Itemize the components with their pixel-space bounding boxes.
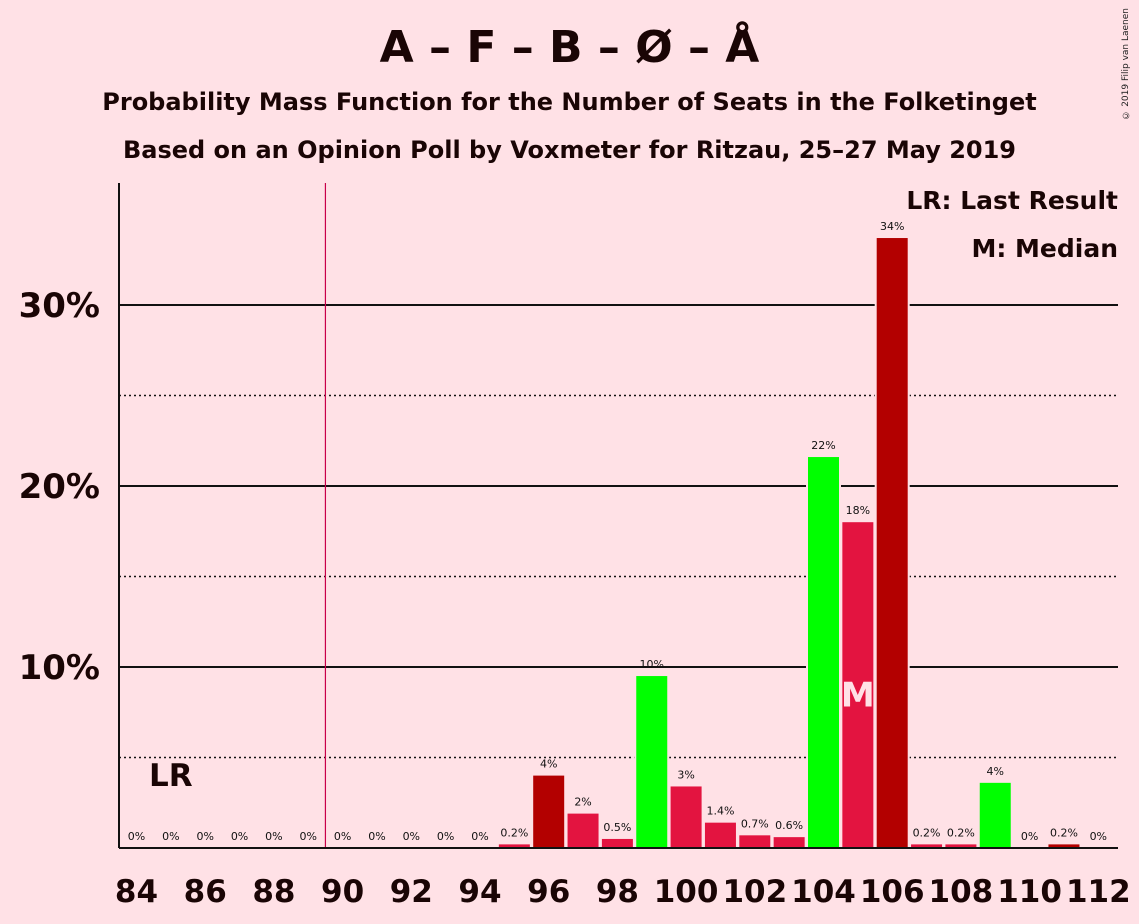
x-tick-label: 104	[791, 874, 856, 910]
x-tick-label: 94	[458, 874, 501, 910]
data-label: 0%	[471, 830, 488, 843]
x-tick-label: 84	[115, 874, 158, 910]
data-label: 0%	[196, 830, 213, 843]
last-result-label: LR	[149, 758, 193, 794]
data-label: 0.5%	[603, 821, 631, 834]
data-label: 0%	[1021, 830, 1038, 843]
x-tick-label: 86	[184, 874, 227, 910]
x-tick-label: 96	[527, 874, 570, 910]
median-marker: M	[841, 675, 875, 715]
y-tick-label: 20%	[19, 467, 100, 507]
data-label: 1.4%	[706, 805, 734, 818]
data-label: 4%	[987, 765, 1004, 778]
data-label: 0.6%	[775, 819, 803, 832]
bar	[911, 844, 943, 848]
chart-subtitle-2: Based on an Opinion Poll by Voxmeter for…	[122, 136, 1017, 164]
bar	[979, 782, 1011, 848]
data-label: 0.2%	[500, 826, 528, 839]
legend-entry: LR: Last Result	[906, 186, 1118, 215]
x-tick-label: 102	[722, 874, 787, 910]
x-tick-label: 112	[1066, 874, 1131, 910]
data-label: 0.2%	[1050, 826, 1078, 839]
bar	[567, 813, 599, 848]
x-tick-label: 108	[929, 874, 994, 910]
bar	[773, 837, 805, 848]
x-tick-label: 110	[997, 874, 1062, 910]
x-tick-label: 88	[252, 874, 295, 910]
bar	[670, 786, 702, 848]
data-label: 0.2%	[947, 826, 975, 839]
data-label: 18%	[846, 504, 870, 517]
data-label: 0%	[265, 830, 282, 843]
x-tick-label: 98	[596, 874, 639, 910]
data-labels: 0% 0% 0% 0% 0% 0% 0% 0% 0% 0% 0% 0.2% 4% 2% 0.5% 10% 3% 1…	[128, 220, 1107, 843]
data-label: 0%	[334, 830, 351, 843]
data-label: 0%	[437, 830, 454, 843]
data-label: 2%	[574, 796, 591, 809]
bar	[808, 457, 839, 848]
data-label: 0.7%	[741, 817, 769, 830]
bar	[498, 844, 530, 848]
bar	[739, 835, 771, 848]
y-tick-label: 30%	[19, 286, 100, 326]
data-label: 10%	[640, 658, 664, 671]
data-label: 0%	[300, 830, 317, 843]
data-label: 4%	[540, 758, 557, 771]
chart-subtitle: Probability Mass Function for the Number…	[102, 88, 1037, 116]
data-label: 0%	[162, 830, 179, 843]
bar	[636, 676, 668, 848]
bar	[601, 838, 633, 848]
x-tick-label: 90	[321, 874, 364, 910]
data-label: 0.2%	[913, 826, 941, 839]
data-label: 22%	[811, 439, 835, 452]
bar	[842, 522, 874, 848]
data-label: 0%	[368, 830, 385, 843]
data-label: 0%	[1090, 830, 1107, 843]
legend-entry: M: Median	[971, 234, 1118, 263]
data-label: 34%	[880, 220, 904, 233]
y-tick-label: 10%	[19, 648, 100, 688]
x-tick-label: 100	[654, 874, 719, 910]
data-label: 0%	[403, 830, 420, 843]
bar	[533, 775, 565, 848]
x-tick-label: 92	[390, 874, 433, 910]
data-label: 0%	[128, 830, 145, 843]
bar	[876, 238, 908, 848]
data-label: 0%	[231, 830, 248, 843]
bars	[496, 236, 1082, 848]
chart-title: A – F – B – Ø – Å	[379, 22, 760, 73]
axes: 10% 20% 30% 84 86 88 90 92 94 96 98 100 102 104 106 108…	[19, 183, 1131, 910]
bar	[945, 844, 977, 848]
bar	[1048, 844, 1080, 848]
bar	[704, 822, 736, 848]
x-tick-label: 106	[860, 874, 925, 910]
legend: LR: Last Result M: Median	[906, 186, 1118, 263]
gridlines	[119, 304, 1118, 759]
data-label: 3%	[677, 768, 694, 781]
